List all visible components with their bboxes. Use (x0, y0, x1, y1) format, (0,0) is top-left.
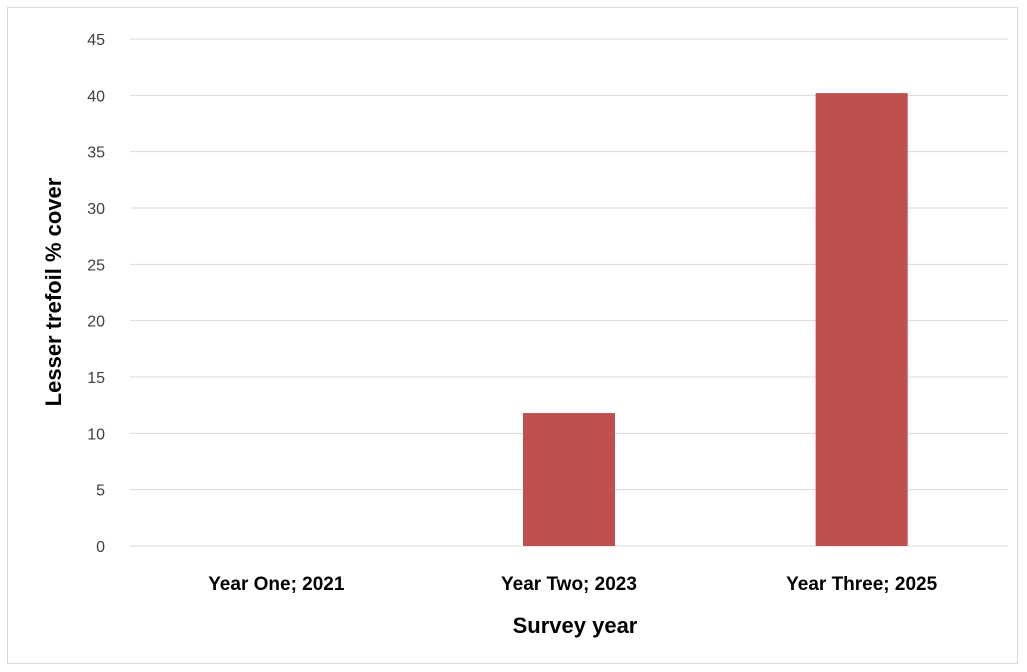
y-tick-label: 45 (87, 32, 105, 49)
bar (523, 413, 615, 546)
y-axis-ticks: 0 5 10 15 20 25 30 35 40 45 (87, 32, 105, 556)
x-axis-title: Survey year (513, 613, 638, 638)
y-tick-label: 15 (87, 370, 105, 387)
x-axis-categories: Year One; 2021 Year Two; 2023 Year Three; … (208, 574, 937, 595)
bars (523, 93, 908, 546)
y-tick-label: 30 (87, 201, 105, 218)
x-category-label: Year Three; 2025 (786, 574, 937, 595)
y-tick-label: 0 (96, 539, 105, 556)
y-tick-label: 5 (96, 483, 105, 500)
y-tick-label: 35 (87, 145, 105, 162)
y-tick-label: 20 (87, 314, 105, 331)
y-tick-label: 10 (87, 426, 105, 443)
x-category-label: Year One; 2021 (208, 574, 345, 595)
y-axis-title: Lesser trefoil % cover (41, 177, 66, 406)
y-tick-label: 25 (87, 257, 105, 274)
bar (815, 93, 908, 546)
y-tick-label: 40 (87, 88, 105, 105)
x-category-label: Year Two; 2023 (501, 574, 637, 595)
